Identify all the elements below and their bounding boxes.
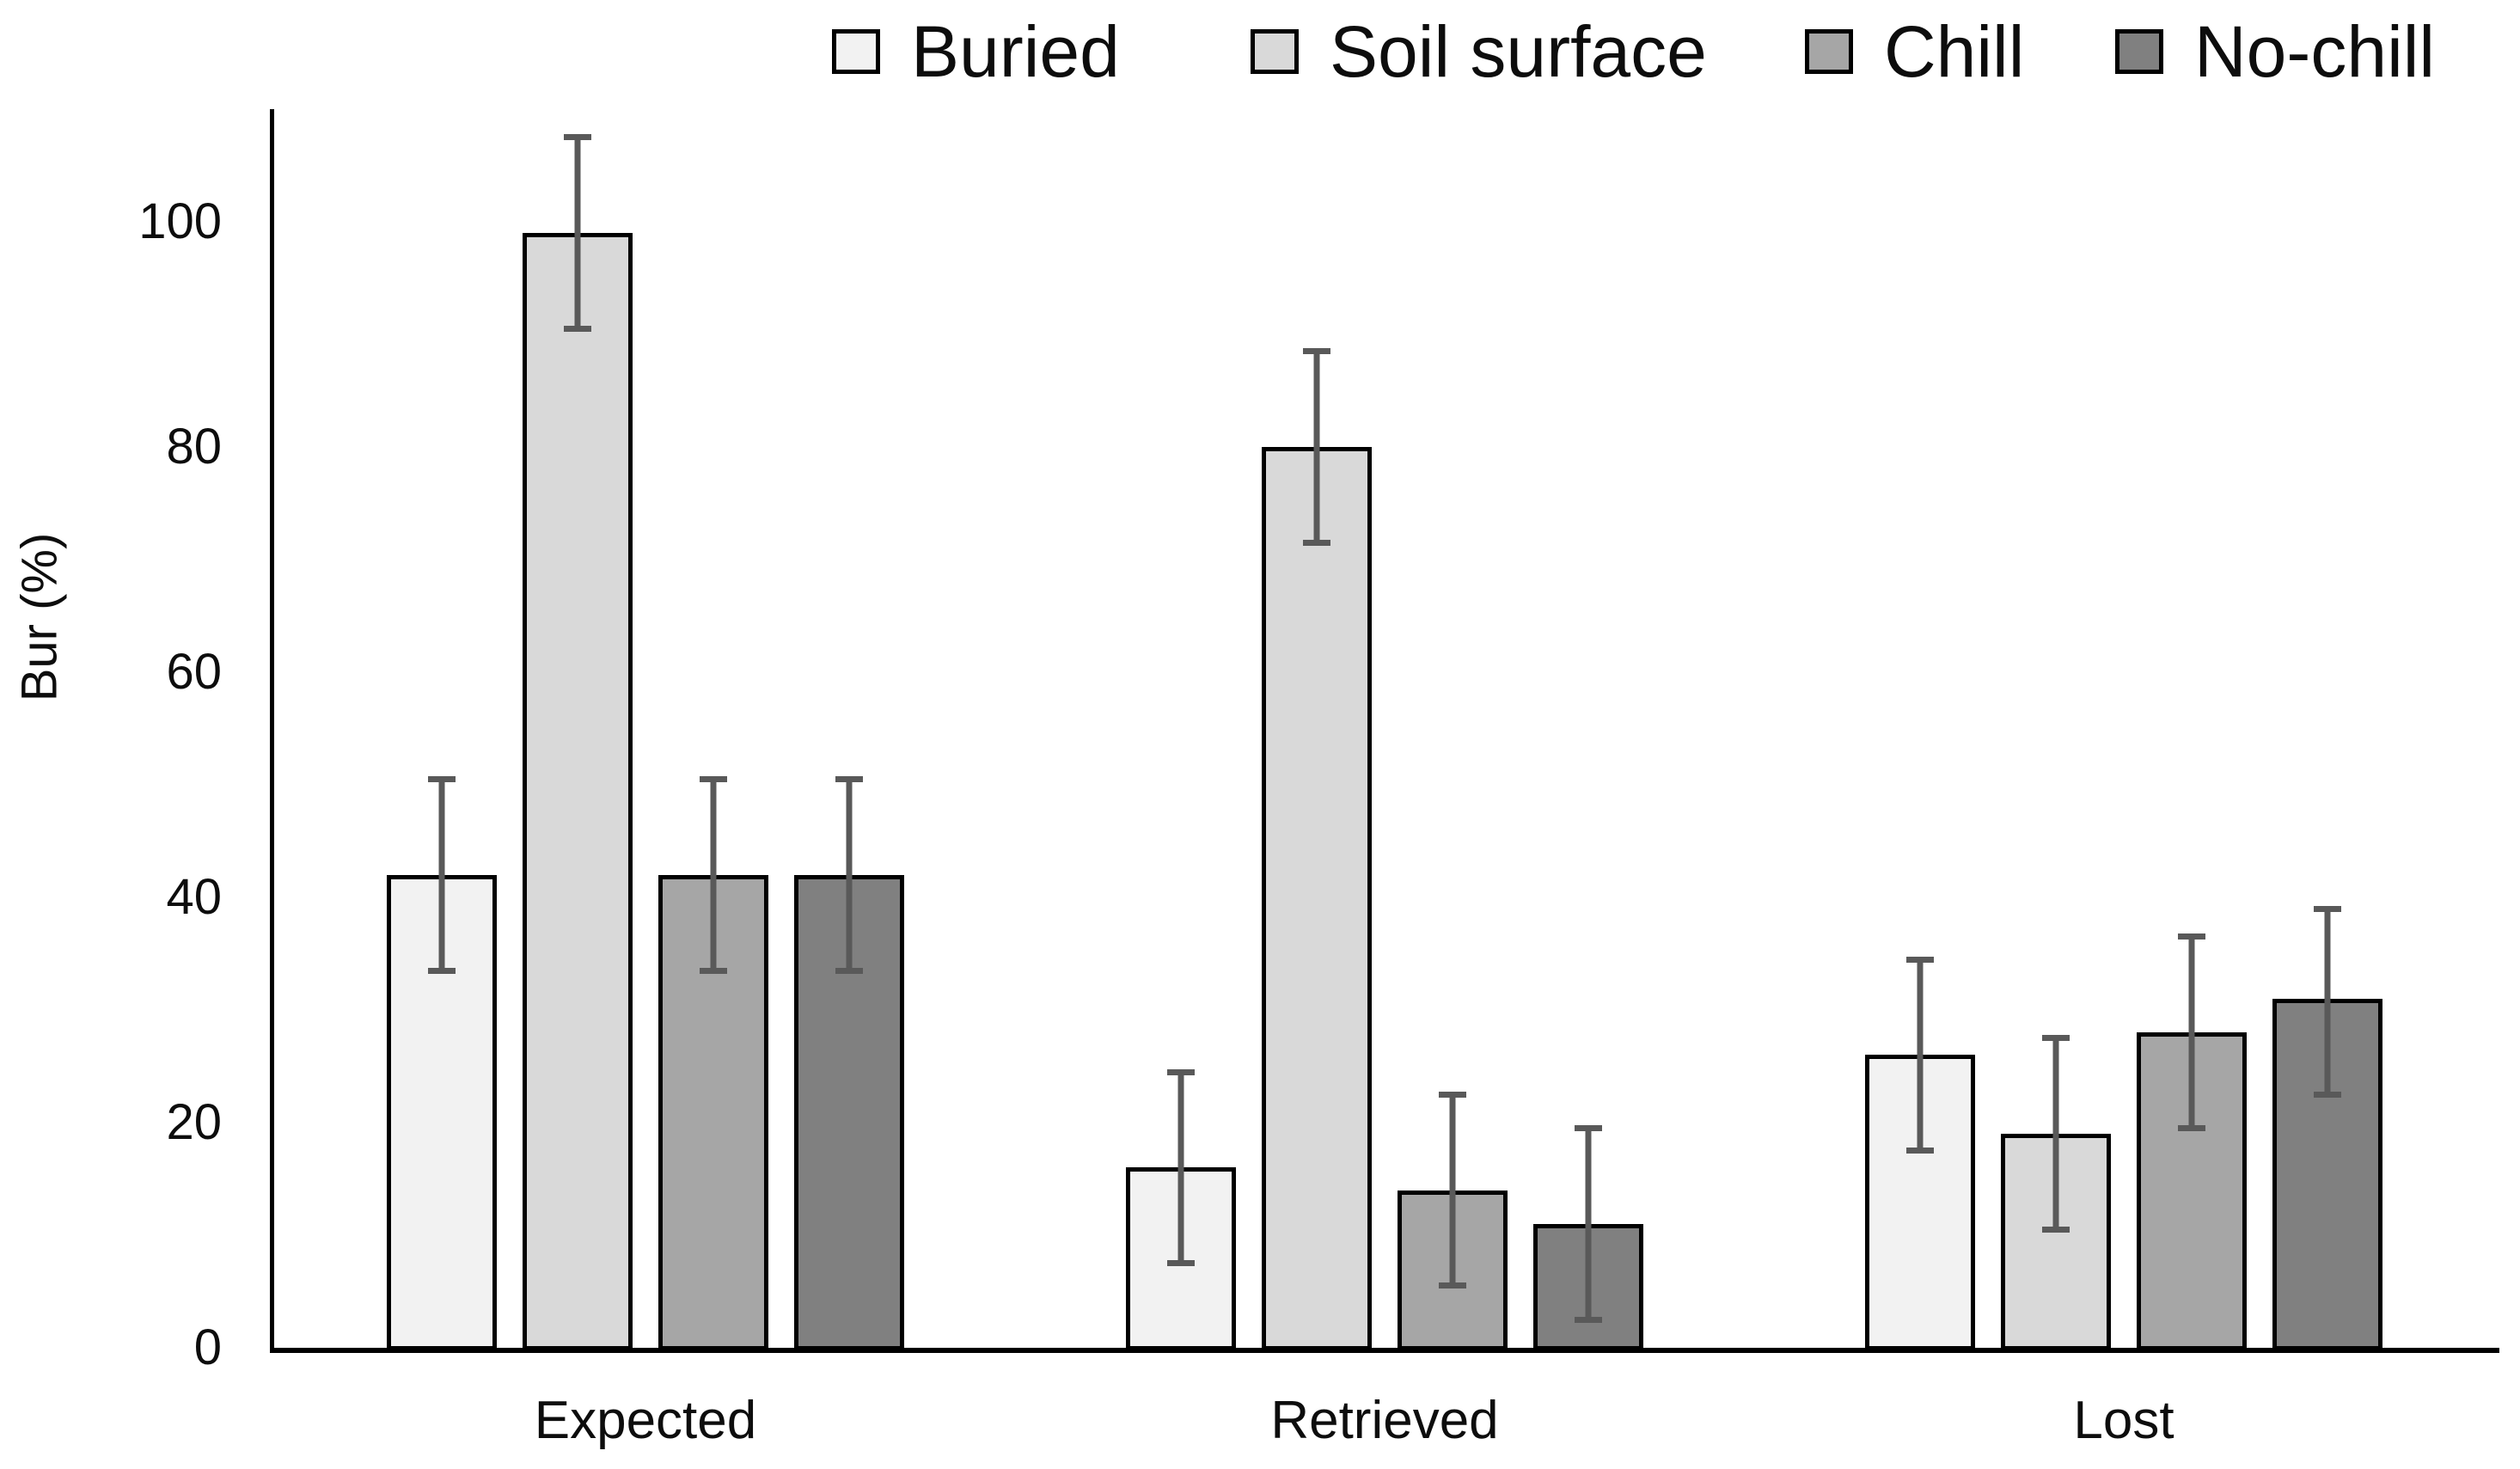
- legend-item: Soil surface: [1251, 14, 1707, 89]
- category-label-lost: Lost: [2073, 1391, 2174, 1450]
- error-bar-cap: [1303, 348, 1330, 355]
- y-tick-label: 100: [138, 193, 222, 249]
- error-bar: [1313, 351, 1320, 543]
- error-bar-cap: [835, 775, 863, 782]
- bar-soil-surface-retrieved: [1262, 447, 1372, 1350]
- error-bar: [438, 779, 445, 971]
- legend-item: Chill: [1805, 14, 2024, 89]
- error-bar-cap: [2314, 905, 2341, 912]
- error-bar-cap: [564, 134, 591, 141]
- error-bar-cap: [700, 967, 727, 974]
- error-bar-cap: [1439, 1282, 1466, 1289]
- error-bar: [1585, 1128, 1592, 1320]
- error-bar: [2052, 1037, 2059, 1230]
- legend-swatch-icon: [1251, 29, 1299, 74]
- error-bar-cap: [564, 325, 591, 332]
- legend-label: Chill: [1884, 11, 2025, 92]
- error-bar-cap: [1303, 539, 1330, 546]
- error-bar: [574, 137, 581, 329]
- error-bar: [1917, 959, 1924, 1151]
- category-label-expected: Expected: [534, 1391, 757, 1450]
- y-tick-label: 0: [193, 1319, 222, 1375]
- error-bar-cap: [2314, 1091, 2341, 1098]
- y-axis-line: [270, 109, 274, 1353]
- y-tick-label: 40: [166, 869, 222, 925]
- legend-item: Buried: [832, 14, 1120, 89]
- error-bar-cap: [1575, 1316, 1602, 1323]
- bar-buried-expected: [387, 874, 497, 1350]
- legend-swatch-icon: [2115, 29, 2163, 74]
- error-bar-cap: [1167, 1068, 1195, 1075]
- error-bar-cap: [835, 967, 863, 974]
- error-bar-cap: [428, 967, 456, 974]
- error-bar-cap: [1906, 1148, 1934, 1154]
- legend-swatch-icon: [1805, 29, 1853, 74]
- error-bar-cap: [2042, 1226, 2070, 1233]
- error-bar-cap: [2042, 1035, 2070, 1042]
- error-bar: [1449, 1094, 1456, 1286]
- error-bar: [2324, 909, 2331, 1095]
- error-bar: [1177, 1072, 1184, 1264]
- legend-label: Soil surface: [1330, 11, 1707, 92]
- error-bar-cap: [1575, 1125, 1602, 1132]
- error-bar: [710, 779, 717, 971]
- error-bar-cap: [1439, 1091, 1466, 1098]
- legend-label: Buried: [911, 11, 1120, 92]
- error-bar-cap: [1167, 1260, 1195, 1267]
- x-axis-line: [270, 1348, 2499, 1353]
- error-bar: [846, 779, 853, 971]
- error-bar-cap: [428, 775, 456, 782]
- legend-item: No-chill: [2115, 14, 2435, 89]
- error-bar-cap: [1906, 956, 1934, 963]
- error-bar-cap: [700, 775, 727, 782]
- error-bar: [2188, 936, 2195, 1129]
- error-bar-cap: [2178, 933, 2205, 940]
- category-label-retrieved: Retrieved: [1270, 1391, 1499, 1450]
- bar-soil-surface-expected: [523, 233, 633, 1350]
- y-tick-label: 60: [166, 644, 222, 700]
- y-tick-label: 80: [166, 419, 222, 474]
- y-tick-label: 20: [166, 1094, 222, 1150]
- legend-label: No-chill: [2194, 11, 2436, 92]
- legend-swatch-icon: [832, 29, 880, 74]
- error-bar-cap: [2178, 1125, 2205, 1132]
